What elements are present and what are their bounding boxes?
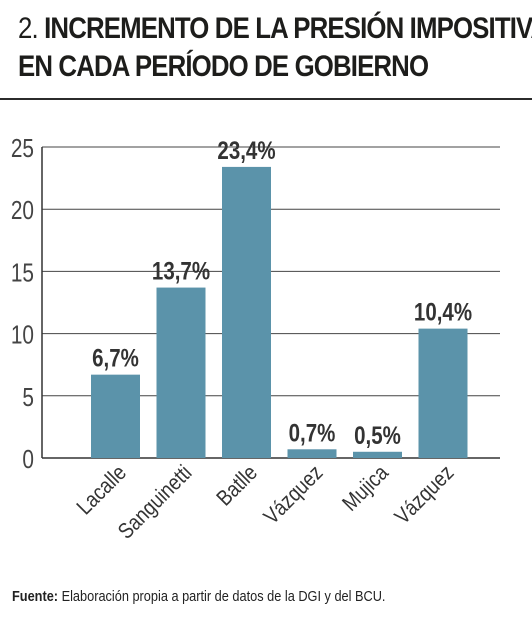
bar (353, 451, 402, 458)
bar (418, 328, 468, 458)
x-tick-label: Vázquez (391, 461, 459, 529)
source-label: Fuente: (12, 588, 59, 605)
x-tick-label: Mujica (338, 461, 393, 516)
data-label: 23,4% (217, 136, 275, 164)
x-tick-label: Lacalle (73, 461, 132, 520)
bar (156, 287, 206, 458)
y-tick-label: 25 (11, 134, 34, 163)
x-tick-label: Batlle (212, 461, 262, 511)
data-label: 0,7% (289, 418, 336, 446)
data-label: 13,7% (152, 257, 210, 285)
title-divider (0, 98, 532, 100)
title-line-1: 2. INCREMENTO DE LA PRESIÓN IMPOSITIVA (18, 10, 532, 48)
source-text: Elaboración propia a partir de datos de … (61, 588, 386, 605)
data-label: 10,4% (414, 298, 472, 326)
bar (222, 166, 271, 458)
bar (287, 449, 337, 458)
title-line-2: EN CADA PERÍODO DE GOBIERNO (18, 48, 452, 86)
title-text-line-2: EN CADA PERÍODO DE GOBIERNO (18, 50, 429, 83)
y-tick-label: 10 (11, 320, 34, 349)
data-label: 0,5% (354, 421, 401, 449)
title-text-line-1: INCREMENTO DE LA PRESIÓN IMPOSITIVA (44, 12, 532, 45)
source-note: Fuente: Elaboración propia a partir de d… (12, 588, 385, 605)
y-tick-label: 5 (22, 383, 34, 412)
bar-chart: 05101520256,7%Lacalle13,7%Sanguinetti23,… (11, 134, 500, 544)
data-label: 6,7% (92, 344, 139, 372)
x-tick-label: Vázquez (260, 461, 328, 529)
y-tick-label: 0 (22, 445, 34, 474)
title-number: 2. (18, 12, 39, 45)
chart-title: 2. INCREMENTO DE LA PRESIÓN IMPOSITIVA E… (18, 10, 532, 86)
y-tick-label: 20 (11, 196, 34, 225)
bar (91, 374, 140, 458)
y-tick-label: 15 (11, 258, 34, 287)
